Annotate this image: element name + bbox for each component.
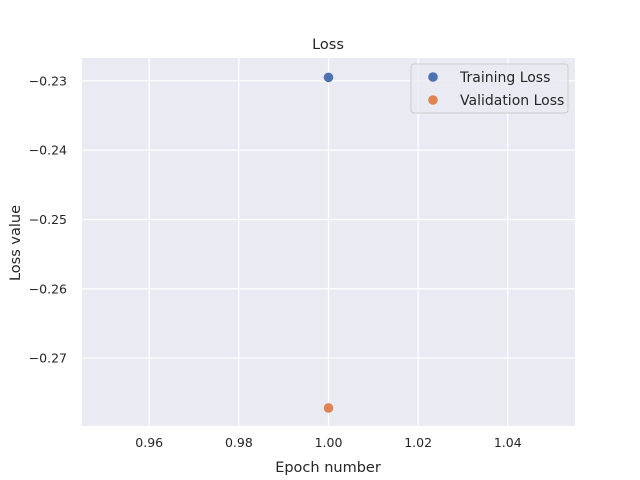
point-validation-loss-0: [323, 403, 334, 413]
grid-lines: [82, 58, 575, 426]
x-axis-label: Epoch number: [275, 460, 381, 476]
legend-label-validation-loss: Validation Loss: [460, 93, 564, 109]
legend-frame: [410, 63, 569, 114]
point-training-loss-0: [323, 72, 334, 83]
y-tick-label-1: −0.24: [29, 143, 67, 158]
tick-labels: 0.96 0.98 1.00 1.02 1.04 −0.23 −0.24 −0.25 −0.26…: [29, 73, 522, 450]
x-tick-label-3: 1.02: [404, 435, 432, 450]
y-tick-label-2: −0.25: [29, 212, 67, 227]
y-tick-label-4: −0.27: [29, 351, 67, 366]
legend: Training Loss Validation Loss: [410, 63, 569, 114]
x-tick-label-2: 1.00: [315, 435, 343, 450]
x-tick-label-0: 0.96: [135, 435, 163, 450]
chart-title: Loss: [312, 37, 344, 53]
legend-label-training-loss: Training Loss: [459, 70, 550, 86]
x-tick-label-4: 1.04: [494, 435, 522, 450]
y-tick-label-3: −0.26: [29, 281, 67, 296]
y-axis-label: Loss value: [8, 205, 24, 281]
data-points: [323, 72, 334, 413]
x-tick-label-1: 0.98: [225, 435, 253, 450]
legend-marker-training-loss: [428, 72, 438, 82]
y-tick-label-0: −0.23: [29, 73, 67, 88]
legend-marker-validation-loss: [428, 95, 438, 105]
